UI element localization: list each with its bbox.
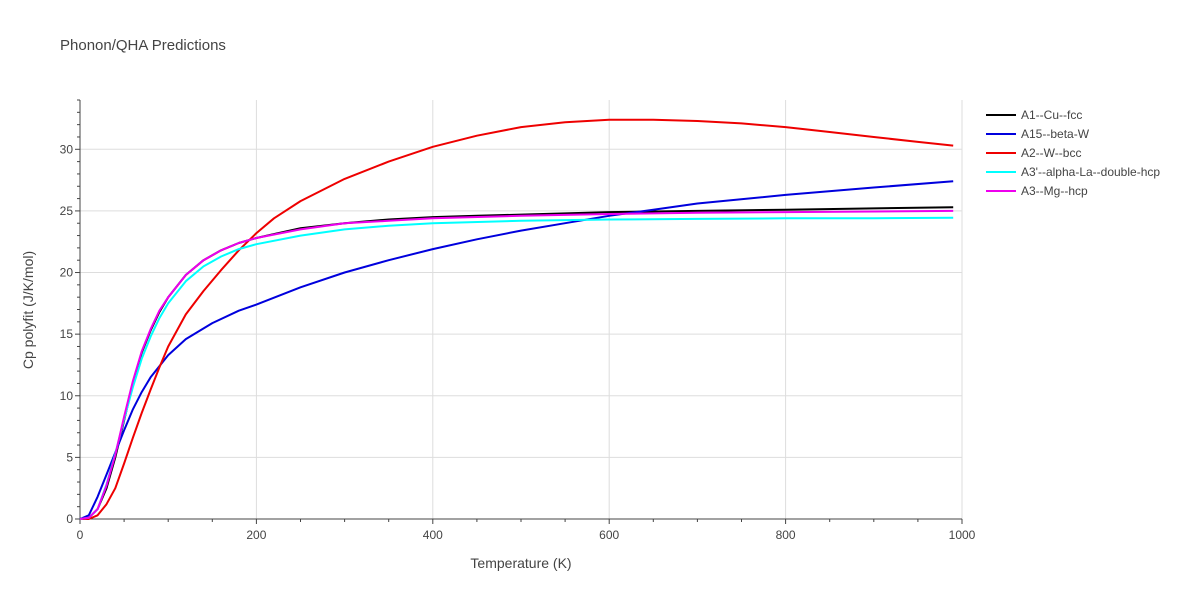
y-axis-title: Cp polyfit (J/K/mol) [20,251,36,369]
chart-title: Phonon/QHA Predictions [60,37,226,54]
y-tick-label: 5 [66,450,73,464]
series-line-0 [79,206,954,520]
series-line-3 [79,216,954,520]
y-tick-label: 25 [60,204,74,218]
series-line-2 [80,118,954,520]
legend-item[interactable]: A3--Mg--hcp [986,184,1088,198]
grid [80,100,963,519]
y-tick-label: 0 [66,512,73,526]
x-axis-title: Temperature (K) [470,555,571,571]
legend-label: A15--beta-W [1021,127,1090,141]
legend-item[interactable]: A1--Cu--fcc [986,108,1082,122]
x-tick-label: 600 [599,528,619,542]
legend-label: A2--W--bcc [1021,146,1081,160]
legend: A1--Cu--fcc A15--beta-W A2--W--bcc A3'--alp… [986,108,1160,198]
plot-lines [79,118,954,520]
axes [75,99,963,524]
legend-item[interactable]: A2--W--bcc [986,146,1081,160]
y-tick-label: 15 [60,327,74,341]
x-tick-label: 200 [246,528,266,542]
x-tick-label: 1000 [949,528,976,542]
legend-item[interactable]: A15--beta-W [986,127,1090,141]
legend-label: A1--Cu--fcc [1021,108,1082,122]
y-tick-label: 20 [60,266,74,280]
x-tick-label: 0 [77,528,84,542]
series-line-1 [79,180,954,520]
legend-label: A3--Mg--hcp [1021,184,1088,198]
series-line-4 [79,209,954,520]
legend-label: A3'--alpha-La--double-hcp [1021,165,1160,179]
legend-item[interactable]: A3'--alpha-La--double-hcp [986,165,1160,179]
tick-labels: 0 200 400 600 800 1000 0 5 10 15 20 25 30 [60,142,976,542]
x-tick-label: 800 [776,528,796,542]
y-tick-label: 30 [60,142,74,156]
x-tick-label: 400 [423,528,443,542]
y-tick-label: 10 [60,389,74,403]
